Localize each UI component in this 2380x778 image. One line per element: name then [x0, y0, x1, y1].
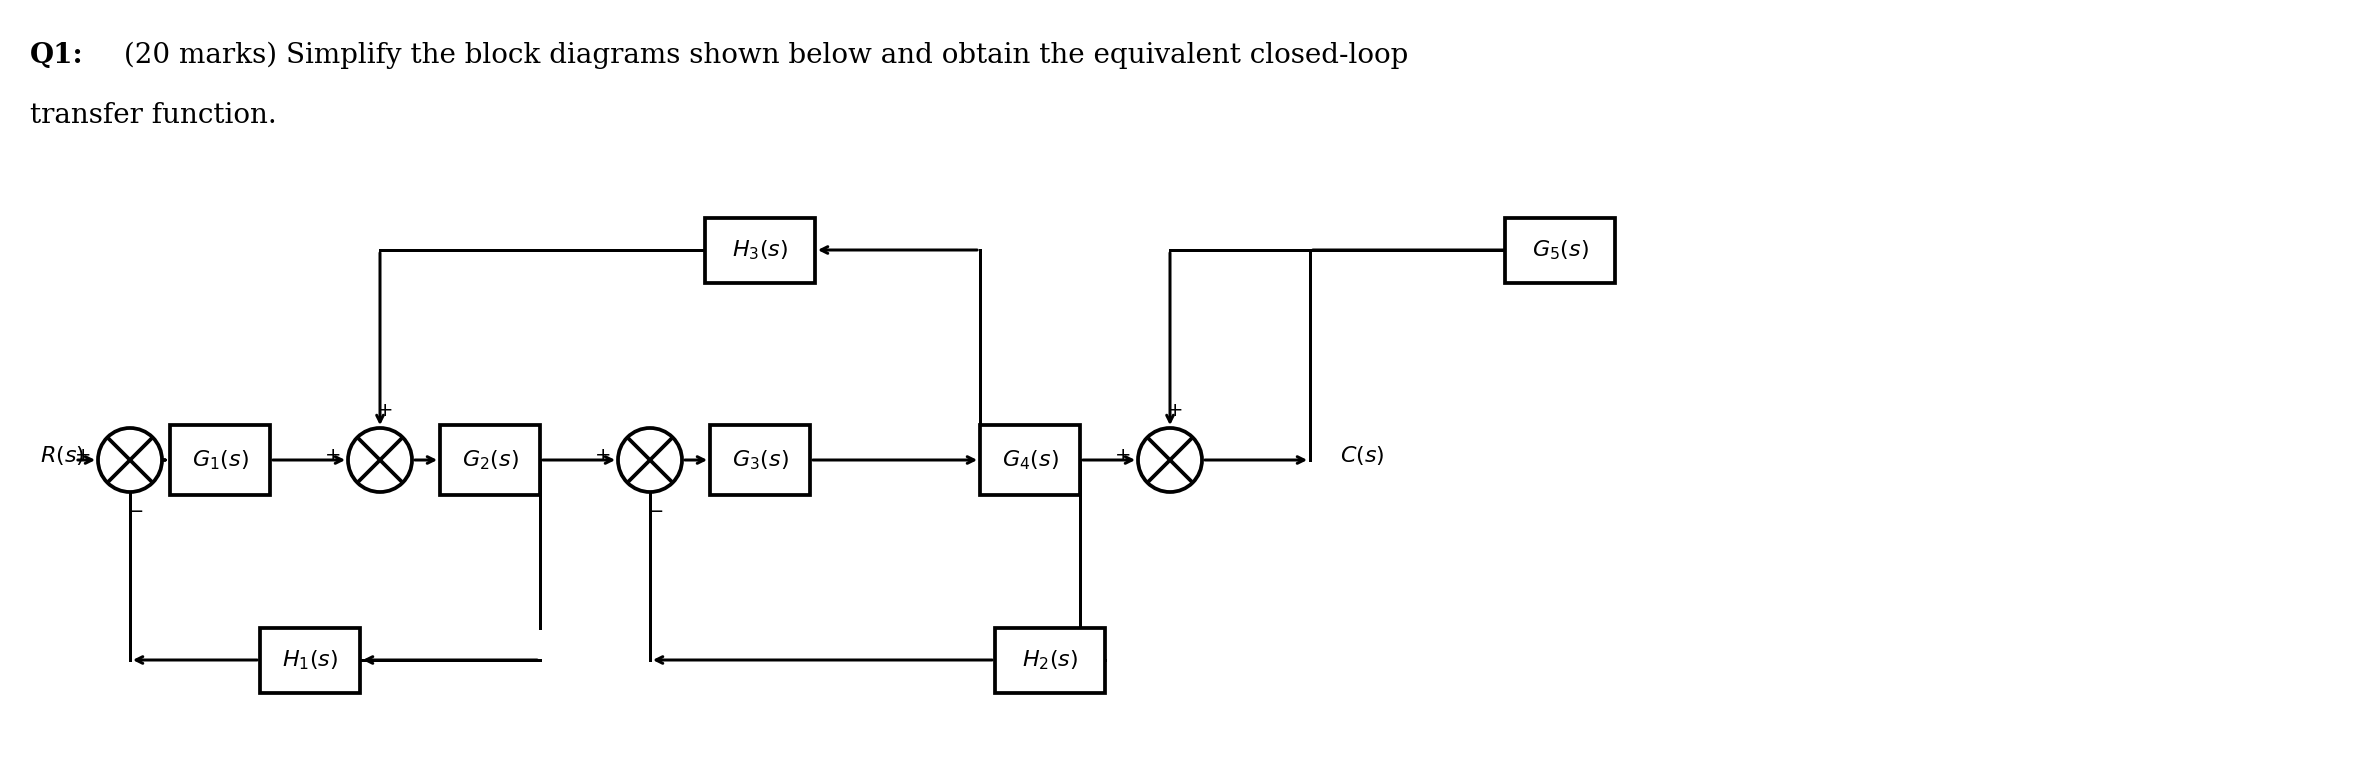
Text: +: +: [595, 446, 612, 464]
Bar: [1504, 218, 1616, 282]
Bar: [440, 425, 540, 495]
Text: $C(s)$: $C(s)$: [1340, 443, 1385, 467]
Text: (20 marks) Simplify the block diagrams shown below and obtain the equivalent clo: (20 marks) Simplify the block diagrams s…: [114, 41, 1409, 68]
Text: Q1:: Q1:: [31, 41, 83, 68]
Bar: [995, 628, 1104, 692]
Ellipse shape: [1138, 428, 1202, 492]
Text: $G_5(s)$: $G_5(s)$: [1533, 238, 1587, 262]
Bar: [981, 425, 1081, 495]
Text: $G_2(s)$: $G_2(s)$: [462, 448, 519, 471]
Text: $H_3(s)$: $H_3(s)$: [733, 238, 788, 262]
Text: +: +: [376, 401, 393, 419]
Text: $H_2(s)$: $H_2(s)$: [1021, 648, 1078, 671]
Text: +: +: [1166, 401, 1183, 419]
Bar: [259, 628, 359, 692]
Ellipse shape: [98, 428, 162, 492]
Text: $-$: $-$: [126, 500, 143, 520]
Text: $-$: $-$: [647, 500, 664, 520]
Text: $G_1(s)$: $G_1(s)$: [193, 448, 248, 471]
Text: +: +: [324, 446, 340, 464]
Text: $H_1(s)$: $H_1(s)$: [281, 648, 338, 671]
Ellipse shape: [619, 428, 683, 492]
Text: +: +: [1114, 446, 1130, 464]
Ellipse shape: [347, 428, 412, 492]
Text: $G_3(s)$: $G_3(s)$: [731, 448, 788, 471]
Bar: [709, 425, 809, 495]
Text: +: +: [74, 446, 90, 464]
Bar: [169, 425, 269, 495]
Text: $R(s)$: $R(s)$: [40, 443, 83, 467]
Bar: [704, 218, 814, 282]
Text: transfer function.: transfer function.: [31, 101, 276, 128]
Text: $G_4(s)$: $G_4(s)$: [1002, 448, 1059, 471]
